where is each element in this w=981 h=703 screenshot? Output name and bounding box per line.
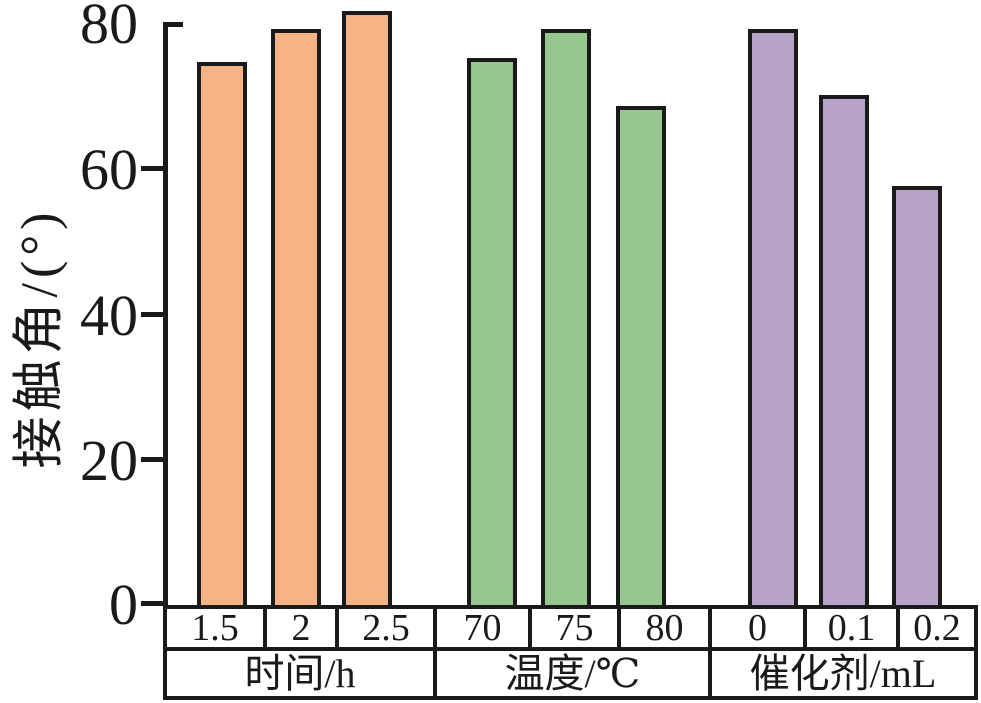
bar-catalyst-0-2 bbox=[892, 186, 942, 605]
group-label-catalyst: 催化剂/mL bbox=[712, 651, 974, 696]
x-cell-temp-75: 75 bbox=[532, 609, 617, 647]
x-cell-temp-70: 70 bbox=[437, 609, 528, 647]
y-tick-mark-0 bbox=[141, 601, 163, 606]
bar-time-2-5 bbox=[342, 11, 392, 605]
y-tick-mark-20 bbox=[141, 457, 163, 462]
group-label-time: 时间/h bbox=[167, 651, 433, 696]
y-tick-label-60: 60 bbox=[80, 137, 138, 202]
y-tick-label-0: 0 bbox=[109, 572, 138, 637]
x-cell-catalyst-0-1: 0.1 bbox=[807, 609, 896, 647]
bar-temp-70 bbox=[467, 58, 517, 605]
y-tick-mark-40 bbox=[141, 312, 163, 317]
x-axis-table: 1.5 2 2.5 70 75 80 0 0.1 0.2 时间/h 温度/℃ 催… bbox=[163, 605, 978, 700]
group-label-temp: 温度/℃ bbox=[437, 651, 708, 696]
bar-time-2 bbox=[271, 29, 321, 605]
bar-catalyst-0-1 bbox=[819, 95, 869, 605]
y-axis-line bbox=[163, 22, 168, 609]
bar-catalyst-0 bbox=[748, 29, 798, 605]
x-cell-catalyst-0-2: 0.2 bbox=[900, 609, 974, 647]
y-tick-mark-80 bbox=[168, 22, 183, 27]
y-tick-label-80: 80 bbox=[80, 0, 138, 56]
x-cell-time-2-5: 2.5 bbox=[339, 609, 433, 647]
x-cell-temp-80: 80 bbox=[621, 609, 708, 647]
y-tick-label-20: 20 bbox=[80, 428, 138, 493]
x-cell-time-2: 2 bbox=[267, 609, 335, 647]
plot-area bbox=[197, 11, 942, 605]
bar-temp-80 bbox=[616, 106, 666, 605]
y-tick-mark-60 bbox=[141, 166, 163, 171]
x-cell-time-1-5: 1.5 bbox=[167, 609, 263, 647]
y-tick-label-40: 40 bbox=[80, 283, 138, 348]
bar-temp-75 bbox=[541, 29, 591, 605]
x-cell-catalyst-0: 0 bbox=[712, 609, 803, 647]
bar-time-1-5 bbox=[197, 62, 247, 605]
